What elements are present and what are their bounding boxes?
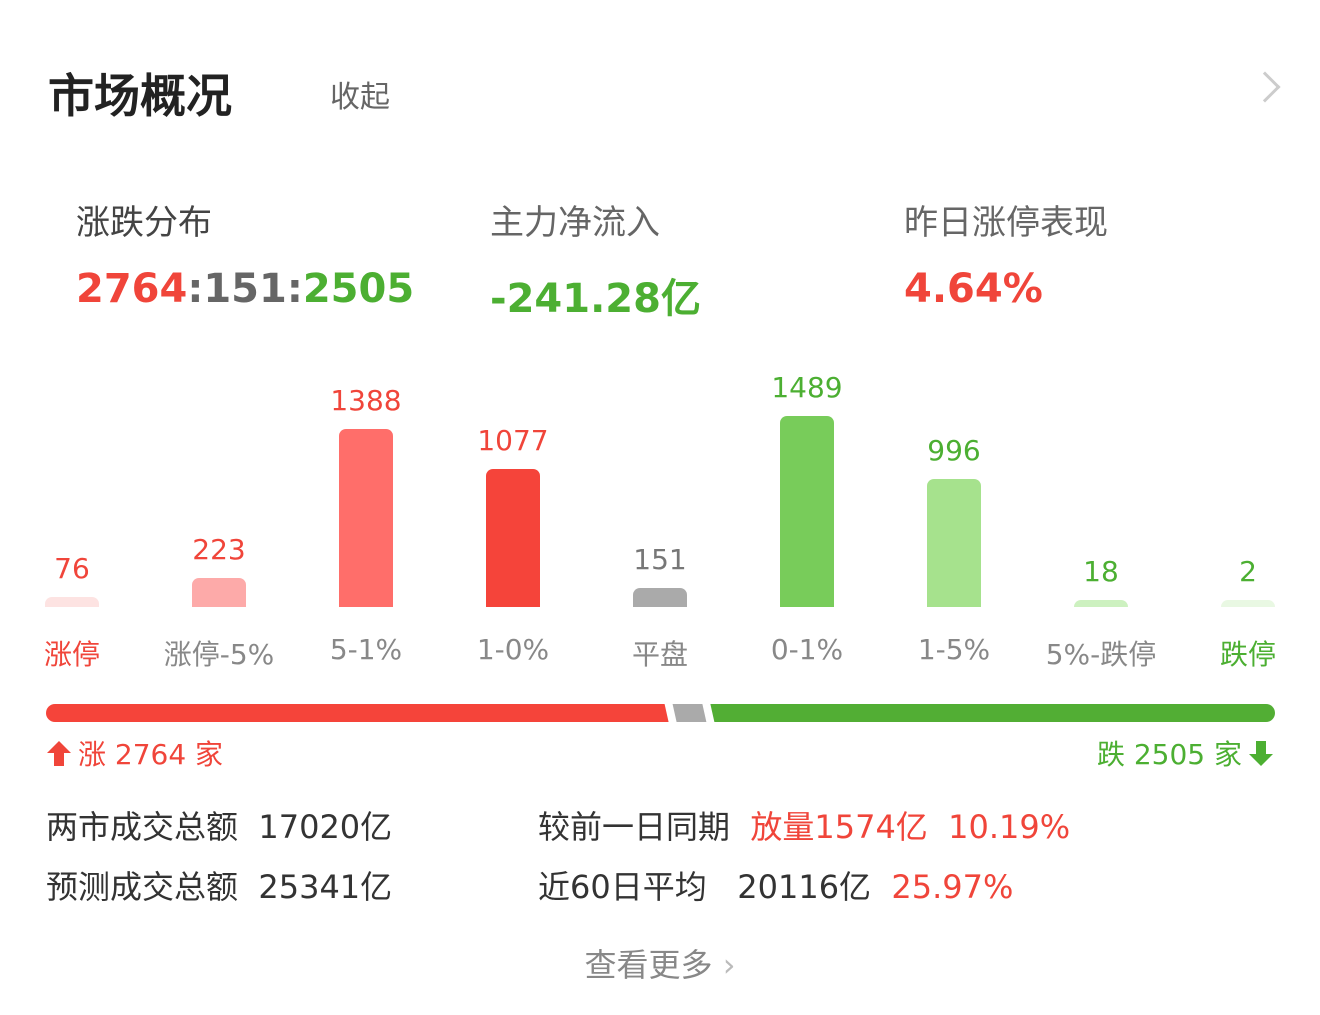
bar-value-label: 223 [192, 533, 246, 567]
card-value: 4.64% [904, 266, 1043, 312]
down-summary-label: 跌 2505 家 [1096, 738, 1242, 771]
stat-label: 两市成交总额 [46, 808, 239, 846]
card-value: -241.28亿 [490, 276, 701, 322]
stat-value: 20116亿 [737, 868, 872, 906]
card-main-inflow[interactable]: 主力净流入 -241.28亿 [490, 195, 890, 324]
card-yesterday-limitup[interactable]: 昨日涨停表现 4.64% [904, 195, 1304, 312]
card-updown-distribution[interactable]: 涨跌分布 2764:151:2505 [76, 195, 476, 312]
category-label: 5%-跌停 [1045, 638, 1157, 671]
up-summary: 涨 2764 家 [46, 733, 223, 773]
ratio-down-segment [710, 704, 1275, 722]
category-label: 涨停 [43, 638, 100, 671]
bar-5 [780, 416, 834, 607]
stat-label: 预测成交总额 [46, 868, 239, 906]
stat-total: 两市成交总额 17020亿 [46, 802, 392, 848]
down-summary: 跌 2505 家 [1097, 733, 1274, 773]
view-more-link[interactable]: 查看更多 › [0, 940, 1320, 986]
stat-value: 放量1574亿 [750, 808, 928, 846]
category-label: 0-1% [770, 633, 844, 666]
card-label: 昨日涨停表现 [904, 203, 1108, 243]
bar-value-label: 1489 [771, 371, 843, 404]
stat-pct: 25.97% [891, 868, 1014, 906]
bar-value-label: 76 [54, 552, 90, 586]
bar-value-label: 1388 [330, 383, 402, 417]
category-label: 5-1% [329, 633, 403, 666]
bar-value-label: 996 [927, 434, 981, 468]
stat-value: 17020亿 [258, 808, 393, 846]
bar-value-label: 151 [633, 542, 687, 576]
stat-avg60: 近60日平均 20116亿 25.97% [538, 862, 1013, 908]
bar-0 [45, 597, 99, 607]
bar-value-label: 18 [1083, 555, 1119, 588]
separator: : [286, 266, 303, 312]
separator: : [187, 266, 204, 312]
bar-1 [192, 578, 246, 607]
stat-value: 25341亿 [258, 868, 393, 906]
page-title: 市场概况 [48, 69, 232, 123]
stat-pct: 10.19% [948, 808, 1071, 846]
up-summary-label: 涨 2764 家 [78, 738, 224, 771]
stat-compare: 较前一日同期 放量1574亿 10.19% [538, 802, 1070, 848]
chevron-right-icon[interactable] [1249, 71, 1281, 103]
category-label: 1-0% [476, 633, 550, 666]
ratio-bar [46, 704, 1275, 722]
category-label: 平盘 [631, 638, 688, 671]
bar-value-label: 2 [1239, 555, 1257, 588]
down-count: 2505 [302, 266, 415, 312]
stat-label: 较前一日同期 [538, 808, 731, 846]
arrow-up-icon [47, 741, 71, 766]
bar-3 [486, 468, 540, 607]
up-count: 2764 [76, 266, 188, 312]
card-label: 主力净流入 [490, 203, 660, 243]
bar-7 [1074, 600, 1128, 607]
category-label: 1-5% [917, 633, 991, 666]
bar-8 [1221, 600, 1275, 607]
collapse-button[interactable]: 收起 [330, 80, 390, 115]
bar-6 [927, 479, 981, 607]
flat-count: 151 [203, 266, 287, 312]
card-label: 涨跌分布 [76, 203, 212, 243]
ratio-up-segment [46, 704, 669, 722]
bar-value-label: 1077 [477, 423, 549, 457]
stat-predicted: 预测成交总额 25341亿 [46, 862, 392, 908]
stat-label: 近60日平均 [538, 868, 707, 906]
view-more-label: 查看更多 [584, 946, 713, 984]
bar-2 [339, 428, 393, 607]
category-label: 跌停 [1219, 638, 1276, 671]
ratio-flat-segment [672, 704, 707, 722]
chevron-right-icon: › [722, 946, 736, 984]
bar-4 [633, 587, 687, 607]
category-label: 涨停-5% [163, 638, 275, 671]
arrow-down-icon [1249, 741, 1273, 766]
